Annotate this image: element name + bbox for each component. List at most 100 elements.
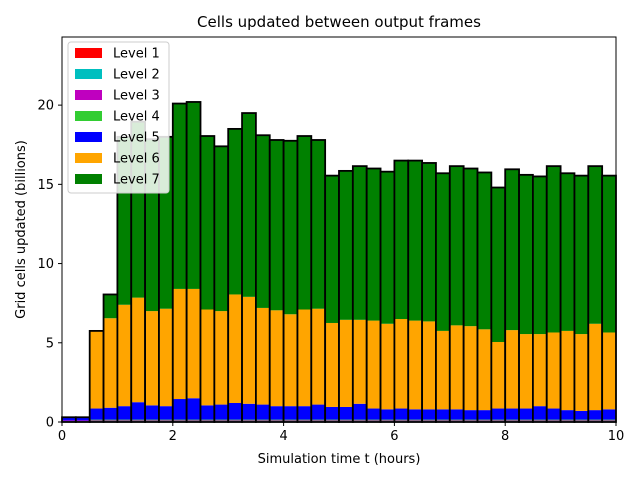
- bar-segment: [103, 420, 118, 422]
- bar-segment: [297, 419, 312, 421]
- bar-segment: [449, 420, 464, 422]
- legend-swatch: [75, 69, 102, 79]
- bar-segment: [214, 420, 229, 422]
- bar-segment: [325, 175, 339, 323]
- bar-segment: [242, 419, 256, 421]
- bar-segment: [602, 420, 616, 422]
- bar-segment: [560, 410, 575, 420]
- legend-label: Level 7: [113, 173, 160, 188]
- bar-segment: [269, 406, 284, 420]
- bar-segment: [477, 172, 492, 330]
- legend-swatch: [75, 153, 102, 163]
- bar-segment: [339, 419, 353, 421]
- bar-segment: [588, 166, 603, 324]
- bar-segment: [117, 406, 132, 420]
- bar-segment: [408, 160, 423, 321]
- bar-segment: [228, 420, 243, 422]
- bar-segment: [158, 420, 173, 422]
- bar-segment: [283, 420, 298, 422]
- bar-segment: [422, 409, 436, 420]
- bar-segment: [366, 320, 381, 409]
- bar-segment: [463, 326, 478, 411]
- bar-segment: [380, 323, 395, 410]
- bar-segment: [283, 314, 298, 407]
- bar-segment: [283, 140, 298, 315]
- bar-segment: [352, 420, 367, 422]
- bar-segment: [186, 419, 201, 421]
- bar-segment: [366, 419, 381, 421]
- bar-segment: [505, 408, 520, 420]
- bar-segment: [186, 288, 201, 399]
- bar-segment: [422, 162, 436, 322]
- bar-segment: [408, 419, 423, 421]
- bar-segment: [89, 408, 104, 420]
- bar-segment: [380, 409, 395, 420]
- bar-segment: [477, 410, 492, 420]
- x-axis-label: Simulation time t (hours): [258, 452, 421, 467]
- bar-segment: [214, 146, 229, 312]
- bar-segment: [519, 420, 533, 422]
- bar-segment: [228, 402, 243, 420]
- bar-segment: [435, 409, 450, 420]
- bar-segment: [242, 113, 256, 297]
- bar-segment: [325, 419, 339, 421]
- bar-segment: [574, 175, 589, 335]
- bar-segment: [352, 319, 367, 404]
- bar-segment: [588, 410, 603, 420]
- bar-segment: [89, 419, 104, 421]
- bar-segment: [505, 420, 520, 422]
- bar-segment: [574, 419, 589, 421]
- bars-group: [61, 101, 617, 423]
- bar-segment: [297, 136, 312, 310]
- bar-segment: [394, 420, 409, 422]
- bar-segment: [477, 329, 492, 411]
- bar-segment: [574, 420, 589, 422]
- bar-segment: [172, 419, 187, 421]
- bar-segment: [574, 334, 589, 411]
- bar-segment: [103, 318, 118, 408]
- bar-segment: [172, 399, 187, 420]
- x-tick-label: 8: [501, 429, 509, 444]
- bar-segment: [145, 405, 159, 420]
- bar-segment: [62, 417, 76, 421]
- bar-segment: [242, 403, 256, 420]
- bar-segment: [352, 166, 367, 320]
- bar-segment: [435, 420, 450, 422]
- legend-label: Level 1: [113, 47, 160, 62]
- bar-segment: [380, 171, 395, 324]
- legend-swatch: [75, 174, 102, 184]
- bar-segment: [435, 330, 450, 410]
- bar-segment: [255, 420, 270, 422]
- legend-swatch: [75, 48, 102, 58]
- bar-segment: [366, 408, 381, 420]
- bar-segment: [339, 420, 353, 422]
- bar-segment: [255, 307, 270, 405]
- bar-segment: [145, 311, 159, 406]
- bar-segment: [449, 419, 464, 421]
- bar-segment: [311, 308, 326, 405]
- bar-segment: [366, 420, 381, 422]
- bar-segment: [158, 419, 173, 421]
- bar-segment: [214, 419, 229, 421]
- bar-segment: [366, 168, 381, 321]
- y-tick-label: 5: [46, 336, 54, 351]
- bar-segment: [269, 419, 284, 421]
- bar-segment: [519, 174, 533, 335]
- y-tick-label: 15: [37, 178, 54, 193]
- bar-segment: [255, 419, 270, 421]
- bar-segment: [311, 404, 326, 420]
- plot-frame: [61, 36, 617, 423]
- bar-segment: [435, 419, 450, 421]
- bar-segment: [602, 332, 616, 410]
- bar-segment: [449, 166, 464, 326]
- bar-segment: [228, 419, 243, 421]
- bar-segment: [394, 319, 409, 409]
- legend-label: Level 6: [113, 152, 160, 167]
- bar-segment: [297, 420, 312, 422]
- bar-segment: [117, 420, 132, 422]
- bar-segment: [145, 420, 159, 422]
- bar-segment: [103, 407, 118, 420]
- bar-segment: [560, 419, 575, 421]
- bar-segment: [477, 419, 492, 421]
- bar-segment: [519, 408, 533, 420]
